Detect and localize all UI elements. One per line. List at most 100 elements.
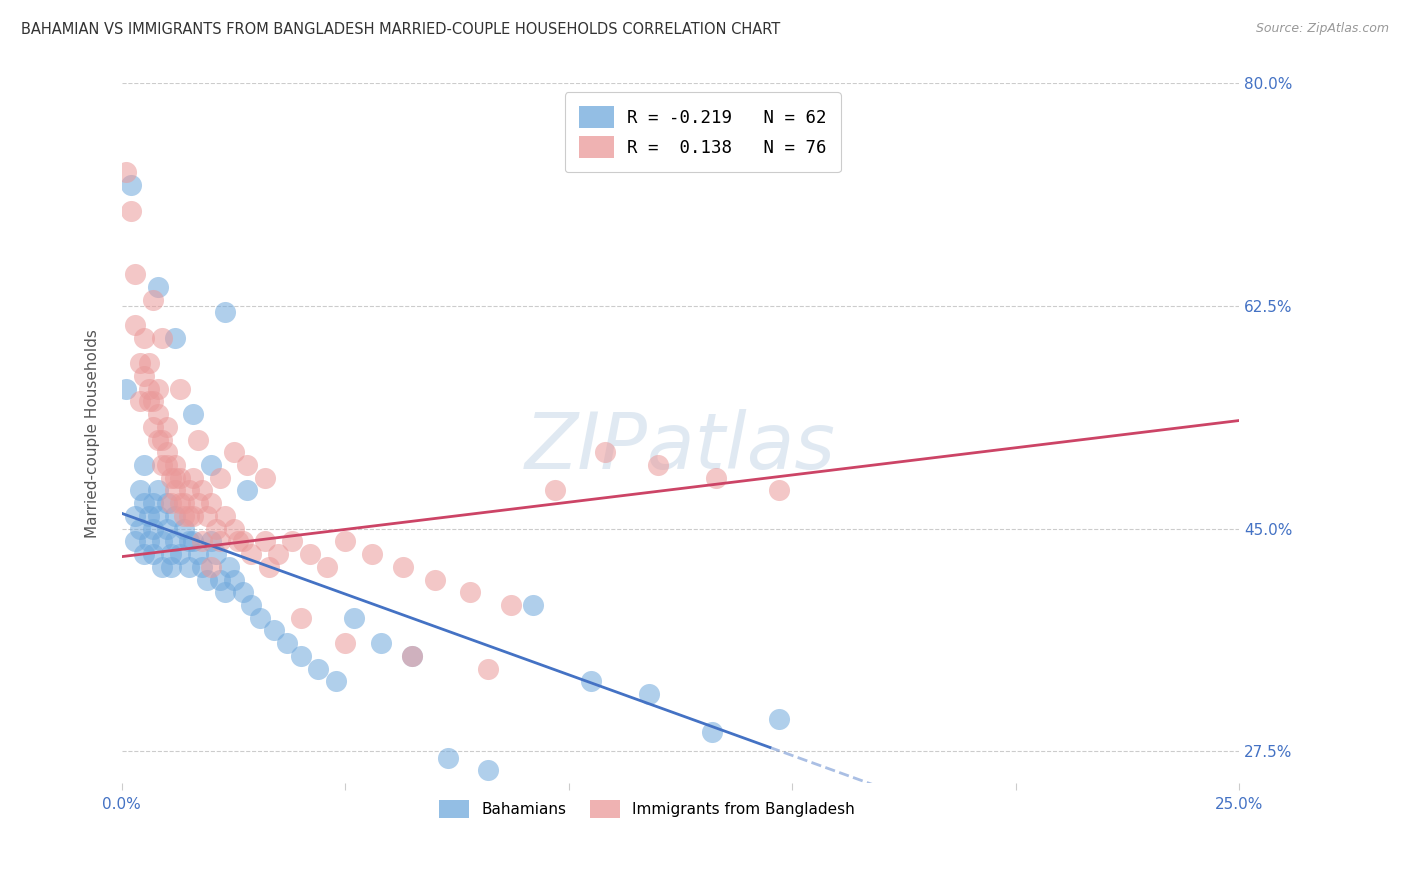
Point xyxy=(218,559,240,574)
Point xyxy=(150,331,173,345)
Point xyxy=(204,522,226,536)
Point xyxy=(204,547,226,561)
Point xyxy=(579,674,602,689)
Point xyxy=(165,508,187,523)
Point xyxy=(187,433,209,447)
Point xyxy=(191,559,214,574)
Point xyxy=(236,483,259,498)
Point xyxy=(335,636,357,650)
Point xyxy=(214,585,236,599)
Point xyxy=(142,522,165,536)
Point xyxy=(173,508,195,523)
Point xyxy=(214,508,236,523)
Point xyxy=(183,534,205,549)
Point xyxy=(134,331,156,345)
Text: Source: ZipAtlas.com: Source: ZipAtlas.com xyxy=(1256,22,1389,36)
Legend: Bahamians, Immigrants from Bangladesh: Bahamians, Immigrants from Bangladesh xyxy=(433,794,862,824)
Point xyxy=(150,559,173,574)
Point xyxy=(169,382,191,396)
Point xyxy=(768,483,790,498)
Point xyxy=(177,508,200,523)
Point xyxy=(146,382,169,396)
Point xyxy=(191,483,214,498)
Point xyxy=(120,178,142,193)
Point xyxy=(128,394,150,409)
Point xyxy=(249,610,271,624)
Point xyxy=(209,573,232,587)
Point xyxy=(134,496,156,510)
Point xyxy=(177,483,200,498)
Point xyxy=(325,674,347,689)
Point xyxy=(165,483,187,498)
Point xyxy=(370,636,392,650)
Point xyxy=(401,648,423,663)
Point xyxy=(169,496,191,510)
Point xyxy=(200,458,222,472)
Point xyxy=(200,496,222,510)
Point xyxy=(214,305,236,319)
Point xyxy=(173,522,195,536)
Y-axis label: Married-couple Households: Married-couple Households xyxy=(86,329,100,538)
Point xyxy=(169,471,191,485)
Point xyxy=(768,713,790,727)
Point xyxy=(146,407,169,421)
Point xyxy=(460,585,482,599)
Point xyxy=(308,662,330,676)
Point xyxy=(142,420,165,434)
Point xyxy=(177,534,200,549)
Point xyxy=(267,547,290,561)
Point xyxy=(155,496,177,510)
Point xyxy=(142,496,165,510)
Point xyxy=(160,547,183,561)
Point xyxy=(477,662,499,676)
Point xyxy=(134,369,156,384)
Point xyxy=(155,458,177,472)
Point xyxy=(704,471,727,485)
Point xyxy=(280,534,302,549)
Point xyxy=(437,750,460,764)
Point xyxy=(187,547,209,561)
Point xyxy=(124,267,146,281)
Point xyxy=(231,534,253,549)
Point xyxy=(647,458,669,472)
Point xyxy=(165,331,187,345)
Point xyxy=(195,508,218,523)
Point xyxy=(209,471,232,485)
Point xyxy=(124,318,146,332)
Point xyxy=(544,483,567,498)
Point xyxy=(183,407,205,421)
Point xyxy=(142,394,165,409)
Point xyxy=(290,648,312,663)
Point xyxy=(191,534,214,549)
Point xyxy=(146,280,169,294)
Point xyxy=(142,293,165,307)
Point xyxy=(138,394,160,409)
Point xyxy=(146,433,169,447)
Point xyxy=(226,534,249,549)
Point xyxy=(165,458,187,472)
Point xyxy=(115,382,138,396)
Point xyxy=(160,496,183,510)
Point xyxy=(146,508,169,523)
Point xyxy=(200,559,222,574)
Point xyxy=(183,471,205,485)
Point xyxy=(177,559,200,574)
Point xyxy=(134,458,156,472)
Point xyxy=(263,624,285,638)
Point xyxy=(183,508,205,523)
Point xyxy=(401,648,423,663)
Point xyxy=(138,356,160,370)
Point xyxy=(477,764,499,778)
Point xyxy=(222,573,245,587)
Point xyxy=(209,534,232,549)
Point xyxy=(593,445,616,459)
Point xyxy=(128,356,150,370)
Point xyxy=(423,573,446,587)
Point xyxy=(128,483,150,498)
Point xyxy=(169,547,191,561)
Point xyxy=(138,382,160,396)
Point xyxy=(259,559,281,574)
Point xyxy=(187,496,209,510)
Point xyxy=(290,610,312,624)
Point xyxy=(138,508,160,523)
